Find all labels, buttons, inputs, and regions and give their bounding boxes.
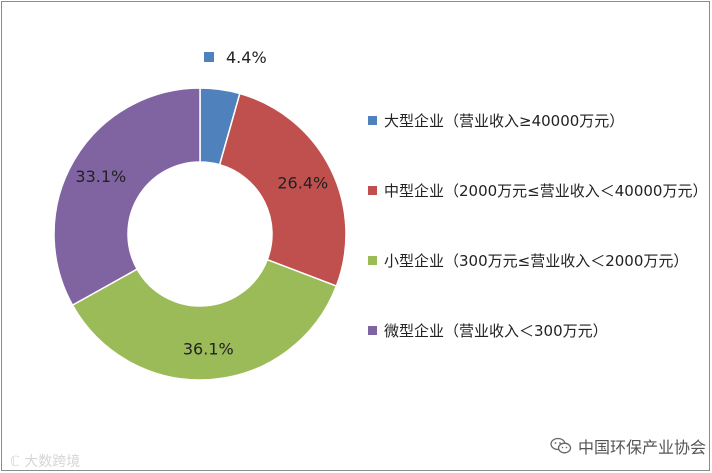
legend-item-medium: 中型企业（2000万元≤营业收入＜40000万元） [368,180,707,200]
legend-item-micro: 微型企业（营业收入＜300万元） [368,320,707,340]
donut-slice-micro [53,87,201,307]
data-label-small: 36.1% [183,340,234,359]
legend-item-large: 大型企业（营业收入≥40000万元） [368,110,707,130]
watermark-right: 中国环保产业协会 [550,434,706,458]
donut-slice-medium [218,92,347,288]
legend-swatch-medium [368,185,377,195]
legend-label-micro: 微型企业（营业收入＜300万元） [384,321,608,340]
wechat-icon [550,437,572,454]
legend-item-small: 小型企业（300万元≤营业收入＜2000万元） [368,250,707,270]
legend-label-medium: 中型企业（2000万元≤营业收入＜40000万元） [384,181,708,200]
watermark-left: ℂ 大数跨境 [10,451,80,471]
legend: 大型企业（营业收入≥40000万元） 中型企业（2000万元≤营业收入＜4000… [368,110,707,390]
legend-swatch-large [368,115,377,125]
legend-swatch-micro [368,325,377,335]
legend-label-large: 大型企业（营业收入≥40000万元） [384,111,625,130]
legend-label-small: 小型企业（300万元≤营业收入＜2000万元） [384,251,689,270]
logo-mark-icon: ℂ [10,454,20,470]
data-label-medium: 26.4% [277,173,328,192]
watermark-right-text: 中国环保产业协会 [578,438,707,457]
data-label-large: 4.4% [226,48,267,67]
watermark-left-text: 大数跨境 [24,454,81,470]
data-label-swatch-large [204,52,214,62]
legend-swatch-small [368,255,377,265]
data-label-micro: 33.1% [75,167,126,186]
donut-slice-small [71,258,338,381]
